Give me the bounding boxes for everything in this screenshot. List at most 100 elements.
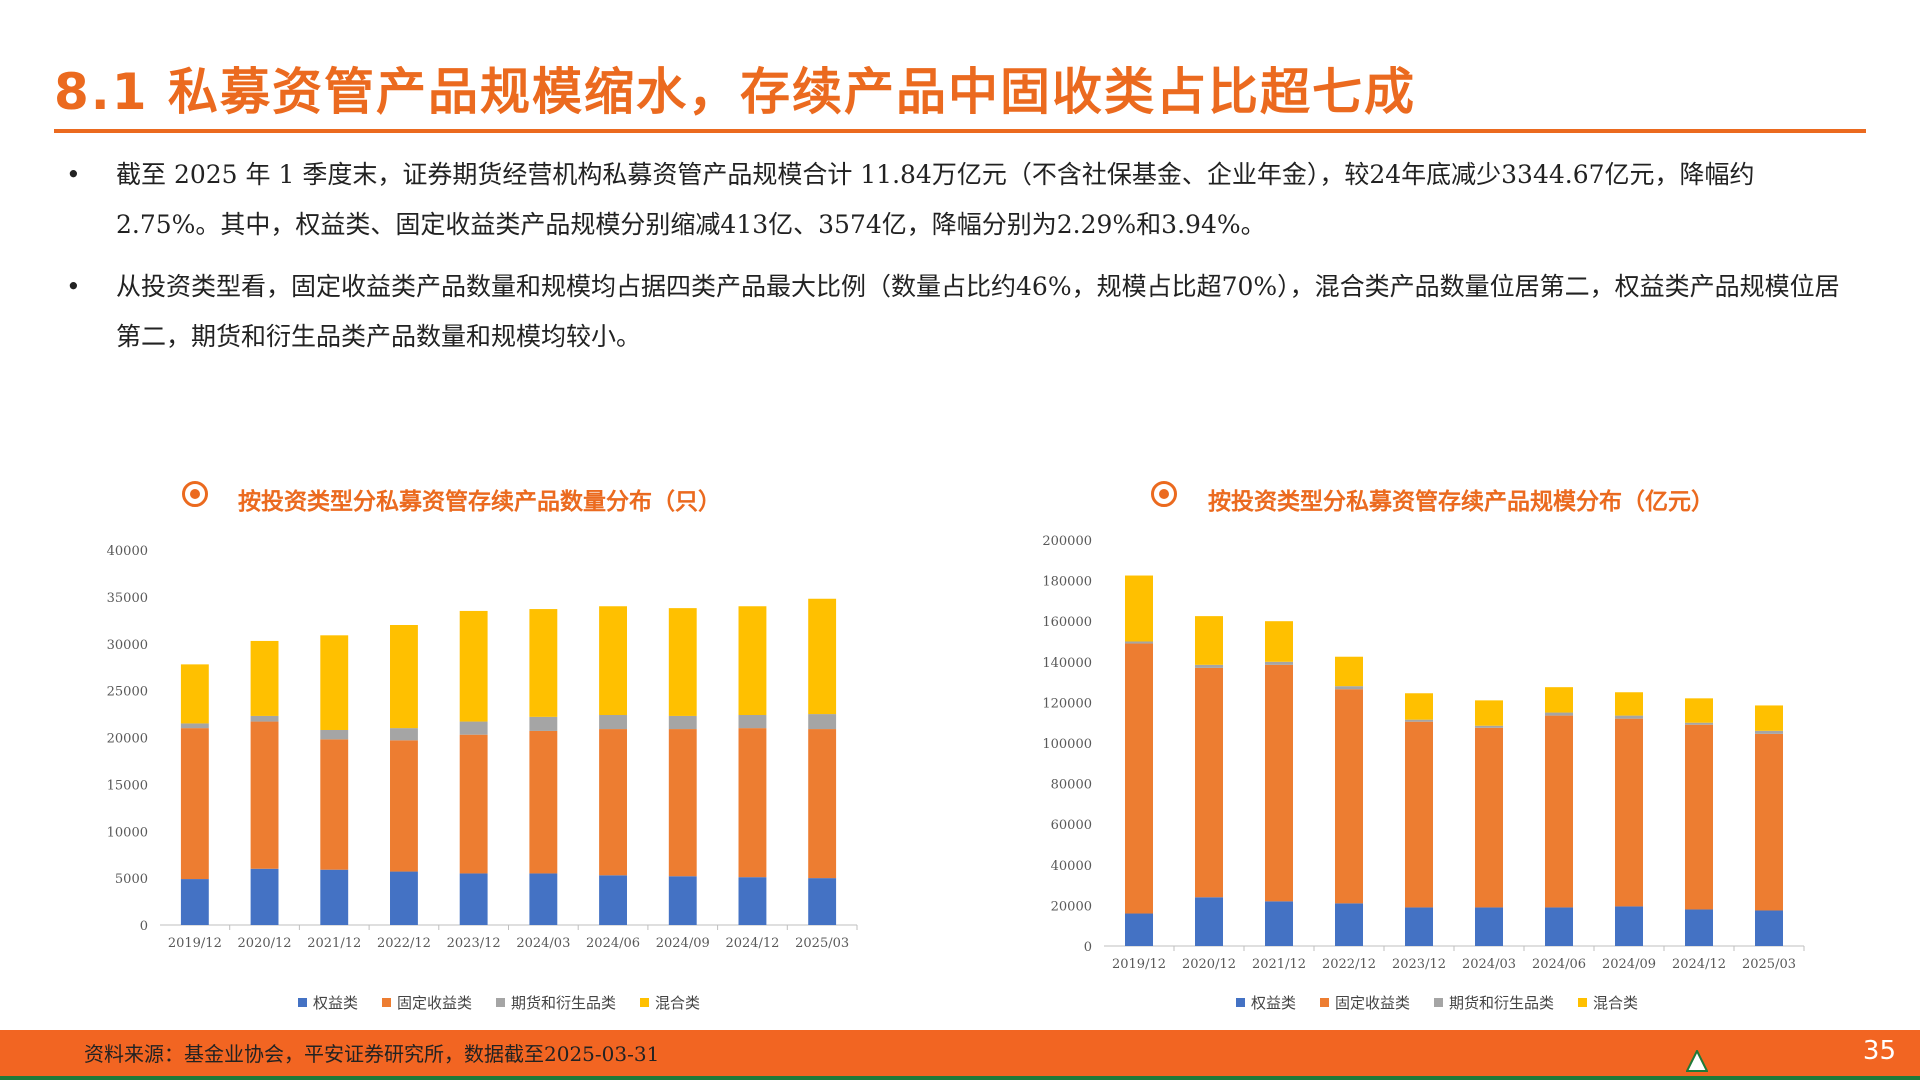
legend-swatch <box>496 998 506 1007</box>
legend-swatch <box>1320 998 1330 1007</box>
y-tick-label: 35000 <box>107 591 148 606</box>
legend-swatch <box>298 998 307 1007</box>
x-tick-label: 2024/12 <box>1672 957 1726 972</box>
x-tick-label: 2024/12 <box>725 936 779 951</box>
bar-segment <box>320 635 349 730</box>
bar-segment <box>459 610 488 722</box>
legend-item: 权益类 <box>1236 992 1296 1013</box>
bar-segment <box>529 609 558 717</box>
legend-swatch <box>1236 998 1245 1007</box>
bullet-dot: • <box>66 160 81 189</box>
x-tick-label: 2023/12 <box>1392 957 1446 972</box>
x-tick-label: 2022/12 <box>1322 957 1376 972</box>
bar-segment <box>1265 901 1293 946</box>
bar-segment <box>1125 641 1153 644</box>
bar-segment <box>1405 693 1433 720</box>
legend-item: 混合类 <box>640 992 700 1013</box>
y-tick-label: 100000 <box>1042 737 1092 752</box>
bar-segment <box>1755 733 1783 911</box>
y-tick-label: 10000 <box>107 825 148 840</box>
bar-segment <box>1685 724 1713 910</box>
source-note: 资料来源：基金业协会，平安证券研究所，数据截至2025-03-31 <box>84 1042 660 1066</box>
legend-label: 固定收益类 <box>397 994 473 1012</box>
y-tick-label: 180000 <box>1042 575 1092 590</box>
bar-segment <box>1125 575 1153 642</box>
bar-segment <box>599 875 627 925</box>
bar-segment <box>738 728 767 878</box>
x-tick-label: 2020/12 <box>238 936 292 951</box>
bar-segment <box>738 715 767 729</box>
x-tick-label: 2022/12 <box>377 936 431 951</box>
bar-segment <box>1475 907 1503 946</box>
x-tick-label: 2021/12 <box>307 936 361 951</box>
bar-segment <box>529 716 558 731</box>
legend-item: 权益类 <box>298 992 358 1013</box>
bullet-text: 从投资类型看，固定收益类产品数量和规模均占据四类产品最大比例（数量占比约46%，… <box>116 272 1840 351</box>
footer-bar: 资料来源：基金业协会，平安证券研究所，数据截至2025-03-31 35 <box>0 1030 1920 1076</box>
x-tick-label: 2021/12 <box>1252 957 1306 972</box>
bar-segment <box>529 873 558 925</box>
bar-segment <box>668 608 697 716</box>
bar-segment <box>1335 656 1363 687</box>
bar-segment <box>459 721 488 735</box>
bar-segment <box>808 729 837 879</box>
bar-segment <box>1195 667 1223 898</box>
bar-segment <box>808 598 837 715</box>
x-tick-label: 2023/12 <box>447 936 501 951</box>
x-tick-label: 2019/12 <box>168 936 222 951</box>
bar-segment <box>390 625 418 729</box>
bar-segment <box>1475 700 1503 726</box>
bar-segment <box>250 715 279 722</box>
page-number: 35 <box>1862 1036 1896 1066</box>
legend-item: 期货和衍生品类 <box>496 992 616 1013</box>
x-tick-label: 2025/03 <box>795 936 849 951</box>
chart-title-scale: 按投资类型分私募资管存续产品规模分布（亿元） <box>1208 489 1714 515</box>
bar-segment <box>1405 719 1433 722</box>
bar-segment <box>180 728 209 880</box>
x-tick-label: 2025/03 <box>1742 957 1796 972</box>
x-tick-label: 2024/09 <box>1602 957 1656 972</box>
bar-segment <box>1265 621 1293 662</box>
bar-segment <box>390 728 418 741</box>
legend-swatch <box>640 998 650 1007</box>
bar-segment <box>1755 910 1783 946</box>
bar-segment <box>1545 907 1573 946</box>
x-tick-label: 2024/06 <box>1532 957 1586 972</box>
logo-icon <box>1686 1050 1708 1072</box>
bar-segment <box>1335 903 1363 946</box>
bullet-item: • 截至 2025 年 1 季度末，证券期货经营机构私募资管产品规模合计 11.… <box>66 150 1856 250</box>
bar-segment <box>1755 705 1783 731</box>
legend-label: 混合类 <box>655 994 701 1012</box>
bar-segment <box>1755 730 1783 734</box>
legend-item: 混合类 <box>1578 992 1638 1013</box>
y-tick-label: 80000 <box>1051 778 1092 793</box>
bar-segment <box>459 873 488 925</box>
bar-segment <box>320 730 349 740</box>
y-tick-label: 160000 <box>1042 615 1092 630</box>
bar-segment <box>1615 906 1643 946</box>
bullet-list: • 截至 2025 年 1 季度末，证券期货经营机构私募资管产品规模合计 11.… <box>66 150 1856 374</box>
title-divider <box>54 129 1866 133</box>
bar-segment <box>1475 725 1503 728</box>
bar-segment <box>1195 897 1223 946</box>
x-tick-label: 2024/09 <box>656 936 710 951</box>
y-tick-label: 5000 <box>115 872 148 887</box>
bar-segment <box>599 715 627 730</box>
page-title: 8.1 私募资管产品规模缩水，存续产品中固收类占比超七成 <box>54 63 1416 121</box>
y-tick-label: 25000 <box>107 685 148 700</box>
legend-label: 权益类 <box>313 994 359 1012</box>
bar-segment <box>599 729 627 876</box>
x-tick-label: 2024/06 <box>586 936 640 951</box>
legend-swatch <box>1434 998 1444 1007</box>
y-tick-label: 40000 <box>107 544 148 559</box>
bar-segment <box>250 868 279 925</box>
legend-item: 固定收益类 <box>1320 992 1410 1013</box>
bar-segment <box>390 871 418 925</box>
bar-segment <box>1545 715 1573 908</box>
bar-segment <box>668 729 697 877</box>
bar-segment <box>1405 907 1433 946</box>
y-tick-label: 20000 <box>107 732 148 747</box>
bar-segment <box>1475 727 1503 908</box>
y-tick-label: 30000 <box>107 638 148 653</box>
x-tick-label: 2024/03 <box>1462 957 1516 972</box>
